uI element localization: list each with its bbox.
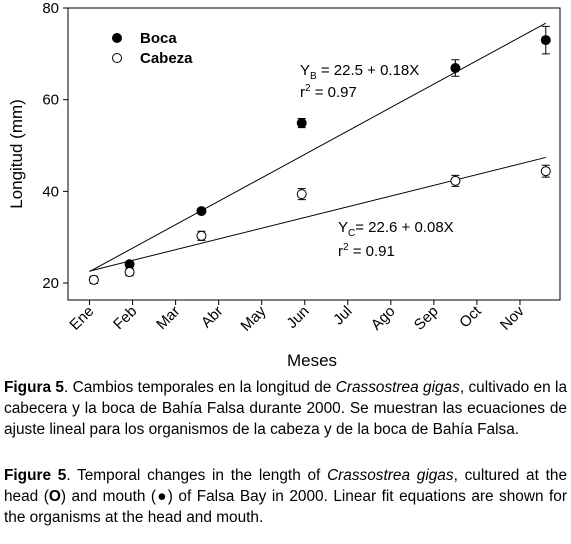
caption-species: Crassostrea gigas: [327, 467, 454, 484]
annotation-text: = 0.91: [349, 243, 395, 260]
chart: Longitud (mm) Meses 20 40 60 80 Ene Feb Mar Abr…: [7, 0, 561, 370]
annotation-text: Y: [300, 62, 310, 79]
annotation-text: r: [338, 243, 343, 260]
annotation-text: = 22.5 + 0.18X: [317, 62, 420, 79]
point: [124, 267, 135, 278]
caption-text: ) and mouth (: [60, 488, 157, 505]
point: [450, 63, 461, 74]
x-tick-label: Ago: [368, 303, 399, 334]
caption-text: ) of Falsa Bay in 2000. Linear fit equat…: [4, 488, 567, 526]
annotation-text: r: [300, 84, 305, 101]
y-tick-label: 40: [42, 183, 59, 200]
point: [450, 175, 461, 186]
annotation-text: = 0.97: [311, 84, 357, 101]
plot-frame: [67, 7, 561, 301]
annotation: YC= 22.6 + 0.08X: [338, 219, 454, 239]
x-tick-label: Jul: [330, 303, 356, 329]
point: [196, 206, 207, 217]
caption-text: , cultivado en la cabecera y la boca de …: [4, 379, 568, 438]
caption-label: Figure 5: [4, 467, 67, 484]
caption-species: Crassostrea gigas: [335, 379, 460, 396]
point: [88, 274, 99, 285]
y-tick-label: 60: [42, 92, 59, 109]
x-tick-label: May: [237, 302, 269, 334]
y-tick-label: 80: [42, 0, 59, 17]
annotation: r2 = 0.91: [338, 242, 395, 260]
annotation-sup: 2: [305, 83, 311, 94]
caption-text: . Temporal changes in the length of: [66, 467, 328, 484]
fit-line: [89, 156, 546, 272]
legend-label: Boca: [140, 30, 177, 47]
x-axis-title: Meses: [287, 351, 337, 370]
x-tick-label: Nov: [497, 302, 528, 333]
x-tick-label: Sep: [411, 303, 442, 334]
point: [540, 166, 551, 177]
fit-line: [89, 22, 547, 273]
caption-symbol: O: [48, 488, 61, 505]
point: [196, 230, 207, 241]
caption-es: Figura 5. Cambios temporales en la longi…: [4, 377, 567, 440]
legend-marker: [112, 53, 122, 63]
caption-symbol: ●: [156, 488, 168, 505]
x-tick-label: Abr: [198, 303, 227, 332]
legend-marker: [112, 33, 122, 43]
x-tick-label: Mar: [153, 303, 183, 333]
x-tick-label: Oct: [456, 302, 485, 331]
caption-en: Figure 5. Temporal changes in the length…: [4, 465, 567, 528]
x-tick-label: Feb: [110, 303, 140, 333]
caption-label: Figura 5: [4, 379, 64, 396]
y-tick-label: 20: [42, 275, 59, 292]
annotation-sub: C: [348, 228, 355, 239]
point: [540, 35, 551, 46]
annotation: YB = 22.5 + 0.18X: [300, 62, 419, 82]
caption-text: , cultured at the head (: [4, 467, 568, 505]
annotation-text: = 22.6 + 0.08X: [355, 219, 453, 236]
legend-label: Cabeza: [140, 50, 193, 67]
point: [296, 189, 307, 200]
x-tick-label: Ene: [66, 303, 97, 334]
caption-text: . Cambios temporales en la longitud de: [63, 379, 336, 396]
y-axis-title: Longitud (mm): [7, 99, 26, 209]
annotation-sup: 2: [343, 242, 349, 253]
annotation-text: Y: [338, 219, 348, 236]
annotation-sub: B: [310, 71, 317, 82]
x-tick-label: Jun: [283, 303, 312, 332]
point: [296, 118, 307, 129]
annotation: r2 = 0.97: [300, 83, 357, 101]
